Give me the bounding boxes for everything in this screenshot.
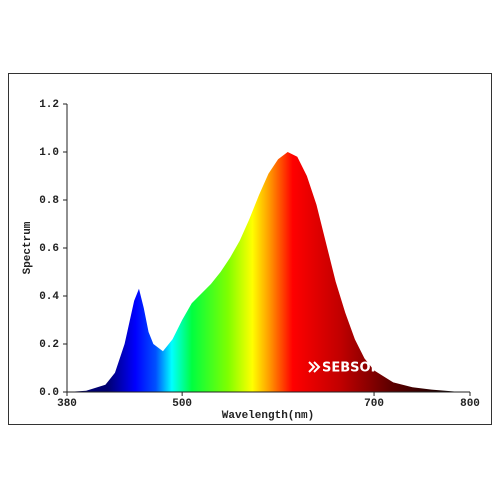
y-tick-label: 0.2 — [39, 339, 59, 351]
y-tick-label: 0.6 — [39, 243, 59, 255]
y-tick-label: 1.2 — [39, 99, 59, 111]
x-tick-label: 500 — [172, 398, 192, 410]
x-tick-label: 380 — [57, 398, 77, 410]
frame — [8, 73, 492, 425]
spectrum-area — [67, 152, 461, 392]
x-tick-label: 800 — [460, 398, 480, 410]
logo: SEBSON — [308, 361, 381, 376]
y-tick-label: 1.0 — [39, 147, 59, 159]
logo-icon — [308, 361, 321, 373]
x-tick-label: 700 — [364, 398, 384, 410]
y-tick-label: 0.0 — [39, 387, 59, 399]
y-tick-label: 0.8 — [39, 195, 59, 207]
y-axis-label: Spectrum — [22, 221, 34, 274]
logo-text: SEBSON — [322, 361, 381, 376]
y-tick-label: 0.4 — [39, 291, 59, 303]
x-axis-label: Wavelength(nm) — [222, 410, 314, 422]
